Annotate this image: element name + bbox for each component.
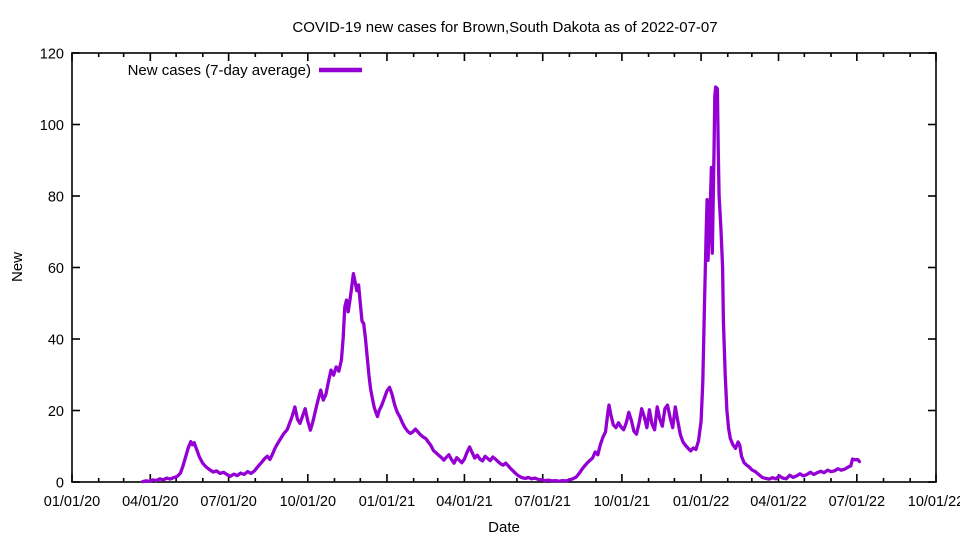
x-tick-label: 07/01/20 [200, 494, 256, 510]
y-tick-label: 120 [40, 47, 64, 63]
x-tick-label: 04/01/22 [750, 494, 806, 510]
x-tick-label: 10/01/22 [908, 494, 960, 510]
y-tick-label: 0 [56, 476, 64, 492]
y-tick-label: 100 [40, 118, 64, 134]
x-tick-label: 10/01/21 [594, 494, 650, 510]
x-tick-label: 07/01/22 [829, 494, 885, 510]
chart-title: COVID-19 new cases for Brown,South Dakot… [292, 19, 717, 36]
legend: New cases (7-day average) [128, 62, 362, 79]
y-tick-label: 60 [48, 261, 64, 277]
x-tick-label: 01/01/22 [673, 494, 729, 510]
axes: 01/01/20 04/01/20 07/01/20 10/01/20 01/01/21… [40, 47, 960, 511]
y-tick-label: 20 [48, 404, 64, 420]
x-tick-label: 07/01/21 [514, 494, 570, 510]
x-tick-label: 01/01/21 [359, 494, 415, 510]
legend-series-label: New cases (7-day average) [128, 62, 311, 79]
new-cases-line [140, 85, 862, 484]
y-axis-label: New [9, 252, 26, 282]
x-tick-label: 04/01/21 [436, 494, 492, 510]
x-tick-label: 04/01/20 [122, 494, 178, 510]
plot-border [71, 52, 937, 483]
x-axis-label: Date [488, 519, 520, 536]
x-tick-label: 10/01/20 [280, 494, 336, 510]
y-tick-label: 40 [48, 333, 64, 349]
data-series-group [140, 85, 862, 484]
x-tick-label: 01/01/20 [44, 494, 100, 510]
y-tick-label: 80 [48, 190, 64, 206]
